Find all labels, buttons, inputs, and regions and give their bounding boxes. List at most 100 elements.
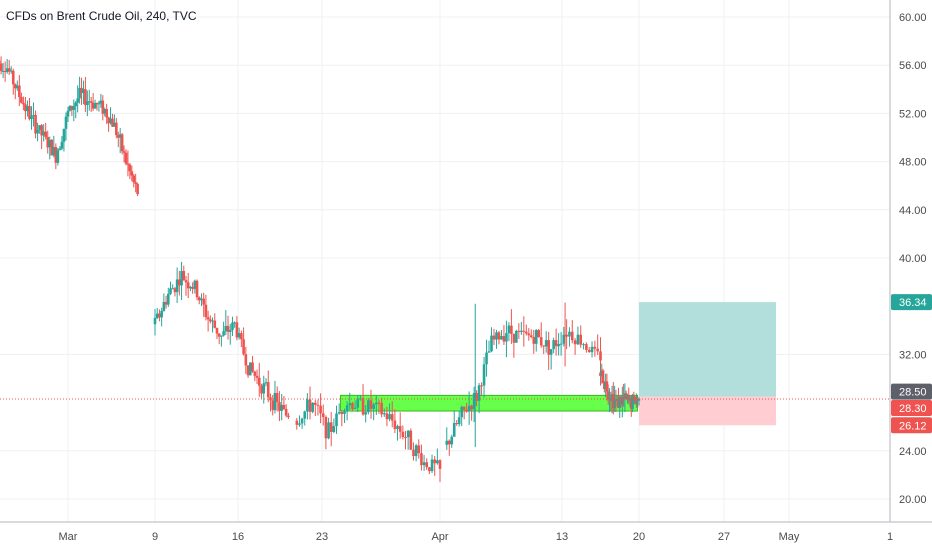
candle-body <box>107 117 110 124</box>
stop-badge: 26.12 <box>891 417 932 434</box>
candle-body <box>16 85 19 89</box>
candle-body <box>87 101 91 103</box>
price-tick-label: 24.00 <box>899 446 927 458</box>
candle-body <box>482 364 486 386</box>
candle-body <box>311 402 314 412</box>
candle-body <box>253 371 257 376</box>
candle-body <box>191 286 194 289</box>
target-zone[interactable] <box>639 302 776 397</box>
candle-body <box>257 377 261 386</box>
candle-body <box>231 322 234 331</box>
price-tick-label: 44.00 <box>899 205 927 217</box>
candle-body <box>527 333 531 336</box>
candle-body <box>132 175 136 183</box>
entry-badge-label: 28.50 <box>899 387 927 399</box>
candle-body <box>130 171 134 176</box>
candle-body <box>42 131 45 136</box>
candle-body <box>573 340 577 345</box>
candle-body <box>72 106 76 110</box>
candle-body <box>337 412 341 414</box>
candle-body <box>84 89 87 105</box>
candle-body <box>517 330 521 332</box>
candle-body <box>36 129 39 134</box>
candle-body <box>364 412 368 415</box>
candle-body <box>80 87 83 94</box>
candle-body <box>173 288 177 293</box>
candle-body <box>120 134 124 152</box>
time-tick-label: Apr <box>431 531 448 543</box>
support-zone[interactable] <box>340 394 638 412</box>
chart-grid <box>0 0 890 522</box>
candle-body <box>375 402 378 405</box>
candle-body <box>97 103 101 105</box>
price-axis-labels[interactable]: 60.00 56.00 52.00 48.00 44.00 40.00 32.00 24.00… <box>899 12 927 506</box>
candle-body <box>445 440 449 445</box>
candle-body <box>0 63 3 72</box>
candle-body <box>162 301 166 311</box>
candle-body <box>460 406 463 418</box>
candle-body <box>52 147 56 156</box>
candle-body <box>213 320 217 328</box>
candle-body <box>539 337 543 346</box>
candle-body <box>559 343 563 345</box>
stop-zone[interactable] <box>639 396 776 426</box>
candle-body <box>372 404 375 409</box>
candle-body <box>7 68 11 72</box>
candle-body <box>116 135 120 138</box>
candle-body <box>547 340 550 355</box>
candle-body <box>115 122 118 136</box>
candle-body <box>462 406 466 410</box>
candle-body <box>467 405 471 412</box>
candle-body <box>390 414 394 421</box>
candle-body <box>470 405 473 410</box>
candle-body <box>171 288 175 290</box>
candle-body <box>11 70 15 85</box>
candle-body <box>570 331 574 341</box>
candle-body <box>3 71 7 73</box>
time-axis-labels[interactable]: Mar 9 16 23 Apr 13 20 27 May 1 <box>59 531 894 543</box>
candle-body <box>128 164 132 172</box>
candle-body <box>319 405 322 414</box>
candle-body <box>477 385 481 401</box>
candle-body <box>361 398 365 415</box>
candle-body <box>507 325 511 334</box>
stop-badge-label: 26.12 <box>899 420 927 432</box>
current-price-badge-label: 28.30 <box>899 403 927 415</box>
candle-body <box>93 102 97 109</box>
candle-body <box>306 399 309 412</box>
price-tick-label: 20.00 <box>899 494 927 506</box>
candle-body <box>485 352 488 365</box>
candle-body <box>233 322 236 324</box>
candle-body <box>193 280 197 289</box>
candle-body <box>356 398 360 408</box>
time-tick-label: 16 <box>232 531 244 543</box>
price-tick-label: 32.00 <box>899 349 927 361</box>
candle-body <box>382 413 386 415</box>
candle-body <box>367 400 370 413</box>
candle-body <box>50 139 54 156</box>
candle-body <box>228 330 232 332</box>
axes <box>0 0 932 523</box>
candle-body <box>388 414 391 420</box>
candle-body <box>627 395 631 401</box>
candle-body <box>197 297 201 301</box>
candle-body <box>48 139 52 148</box>
candle-body <box>510 325 513 334</box>
candle-body <box>280 404 283 411</box>
candle-body <box>562 334 566 344</box>
candle-body <box>552 340 555 350</box>
price-tick-label: 60.00 <box>899 12 927 24</box>
candle-body <box>5 68 9 72</box>
candle-body <box>601 370 605 384</box>
candle-body <box>160 310 163 318</box>
candle-body <box>316 404 320 406</box>
candle-body <box>34 114 37 134</box>
candle-body <box>532 337 536 344</box>
candle-body <box>249 362 252 376</box>
candle-body <box>585 344 588 350</box>
candle-body <box>529 335 533 338</box>
candle-body <box>30 115 33 120</box>
candle-body <box>348 403 352 406</box>
candle-body <box>28 106 31 120</box>
